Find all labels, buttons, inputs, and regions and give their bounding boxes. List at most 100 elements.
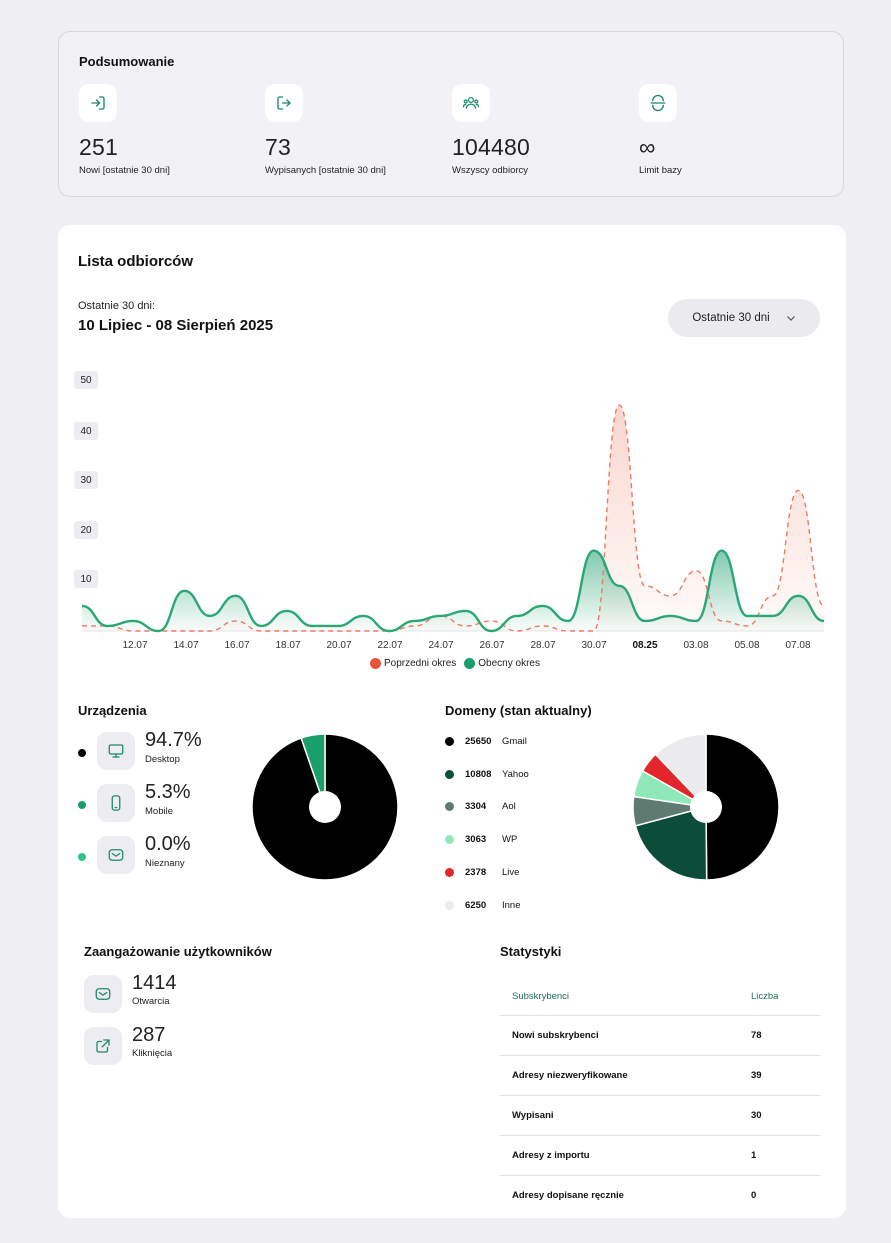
table-cell: 0 — [751, 1190, 757, 1201]
stat-label: Nowi [ostatnie 30 dni] — [79, 165, 170, 176]
stat-limit: ∞ Limit bazy — [639, 84, 819, 176]
x-tick-label: 28.07 — [530, 640, 556, 651]
domain-name: Inne — [502, 900, 521, 911]
domains-pie-chart — [632, 733, 780, 881]
device-percent: 5.3% — [145, 781, 191, 803]
domain-count: 3304 — [465, 801, 487, 812]
domain-item: 3063 WP — [445, 834, 517, 845]
domain-count: 3063 — [465, 834, 487, 845]
device-percent: 94.7% — [145, 729, 202, 751]
y-tick-label: 40 — [74, 422, 98, 440]
devices-pie-chart — [251, 733, 399, 881]
legend-dot — [445, 835, 454, 844]
unknown-device-icon — [97, 836, 135, 874]
current-period-line — [81, 549, 825, 633]
legend-label: Poprzedni okres — [384, 658, 457, 669]
database-limit-icon — [639, 84, 677, 122]
stat-value: 73 — [265, 134, 291, 160]
x-tick-label: 20.07 — [326, 640, 352, 651]
engagement-value: 287 — [132, 1024, 166, 1046]
domain-item: 6250 Inne — [445, 900, 521, 911]
domain-center-hole — [690, 791, 722, 823]
domains-title: Domeny (stan aktualny) — [445, 703, 592, 718]
stat-label: Wszyscy odbiorcy — [452, 165, 529, 176]
legend-dot — [464, 658, 476, 669]
table-cell: Adresy niezweryfikowane — [500, 1055, 750, 1096]
chart-legend: Poprzedni okres Obecny okres — [370, 658, 540, 669]
device-mobile: 5.3% Mobile — [78, 781, 238, 824]
legend-dot — [78, 853, 86, 861]
stat-value: 104480 — [452, 134, 530, 160]
device-label: Nieznany — [145, 858, 185, 869]
engagement-title: Zaangażowanie użytkowników — [84, 944, 272, 959]
x-tick-label: 18.07 — [275, 640, 301, 651]
table-row: Adresy niezweryfikowane 39 — [500, 1055, 820, 1096]
x-tick-label: 22.07 — [377, 640, 403, 651]
recipients-trend-chart — [81, 404, 825, 633]
device-center-hole — [309, 791, 341, 823]
mail-open-icon — [84, 975, 122, 1013]
stat-unsubscribed: 73 Wypisanych [ostatnie 30 dni] — [265, 84, 445, 176]
table-header-row: Subskrybenci Liczba — [500, 977, 820, 1016]
stats-table: Subskrybenci Liczba Nowi subskrybenci 78… — [500, 977, 820, 1215]
domain-item: 25650 Gmail — [445, 736, 527, 747]
device-slice-mobile[interactable] — [300, 733, 326, 808]
domain-name: Aol — [502, 801, 516, 812]
table-cell: Adresy dopisane ręcznie — [512, 1190, 624, 1201]
legend-dot — [445, 901, 454, 910]
domain-slice-gmail[interactable] — [705, 733, 780, 881]
period-label: Ostatnie 30 dni: — [78, 300, 156, 312]
legend-dot — [445, 770, 454, 779]
stat-all: 104480 Wszyscy odbiorcy — [452, 84, 632, 176]
table-cell: Wypisani — [500, 1095, 750, 1136]
table-row: Wypisani 30 — [500, 1095, 820, 1136]
x-tick-label-current: 08.25 — [632, 640, 658, 651]
domain-count: 2378 — [465, 867, 487, 878]
stat-value: 251 — [79, 134, 118, 160]
device-desktop: 94.7% Desktop — [78, 729, 238, 772]
domain-slice-inne[interactable] — [654, 733, 707, 809]
previous-period-area — [82, 405, 824, 631]
stat-value: ∞ — [639, 134, 656, 160]
table-cell: Adresy z importu — [500, 1135, 750, 1176]
table-cell: 39 — [750, 1055, 820, 1096]
domain-item: 10808 Yahoo — [445, 769, 529, 780]
table-row: Nowi subskrybenci 78 — [500, 1015, 820, 1056]
login-icon — [79, 84, 117, 122]
period-range: 10 Lipiec - 08 Sierpień 2025 — [78, 317, 274, 334]
domain-name: WP — [502, 834, 518, 845]
stat-new: 251 Nowi [ostatnie 30 dni] — [79, 84, 259, 176]
x-tick-label: 16.07 — [224, 640, 250, 651]
table-header: Liczba — [750, 977, 820, 1016]
legend-label: Obecny okres — [478, 658, 540, 669]
domain-name: Gmail — [502, 736, 527, 747]
table-cell: 78 — [750, 1015, 820, 1056]
legend-dot — [445, 868, 454, 877]
legend-current-period[interactable]: Obecny okres — [464, 658, 540, 669]
domain-count: 10808 — [465, 769, 492, 780]
previous-period-line — [81, 404, 825, 632]
domain-name: Yahoo — [502, 769, 529, 780]
summary-card: Podsumowanie 251 Nowi [ostatnie 30 dni] … — [58, 31, 844, 197]
y-tick-label: 30 — [74, 471, 98, 489]
chevron-down-icon — [786, 316, 795, 321]
domain-slice-yahoo[interactable] — [634, 806, 708, 881]
x-tick-label: 26.07 — [479, 640, 505, 651]
domain-item: 3304 Aol — [445, 801, 516, 812]
device-label: Mobile — [145, 806, 173, 817]
legend-previous-period[interactable]: Poprzedni okres — [370, 658, 456, 669]
y-tick-label: 50 — [74, 371, 98, 389]
recipients-card: Lista odbiorców Ostatnie 30 dni: 10 Lipi… — [58, 225, 846, 1218]
x-tick-label: 07.08 — [785, 640, 811, 651]
engagement-value: 1414 — [132, 972, 177, 994]
domain-name: Live — [502, 867, 520, 878]
x-tick-label: 05.08 — [734, 640, 760, 651]
y-tick-label: 10 — [74, 570, 98, 588]
table-cell: 1 — [750, 1135, 820, 1176]
x-tick-label: 24.07 — [428, 640, 454, 651]
device-percent: 0.0% — [145, 833, 191, 855]
current-period-area — [82, 550, 824, 631]
period-dropdown[interactable]: Ostatnie 30 dni — [668, 299, 820, 337]
device-unknown: 0.0% Nieznany — [78, 833, 238, 876]
table-header: Subskrybenci — [500, 977, 750, 1016]
